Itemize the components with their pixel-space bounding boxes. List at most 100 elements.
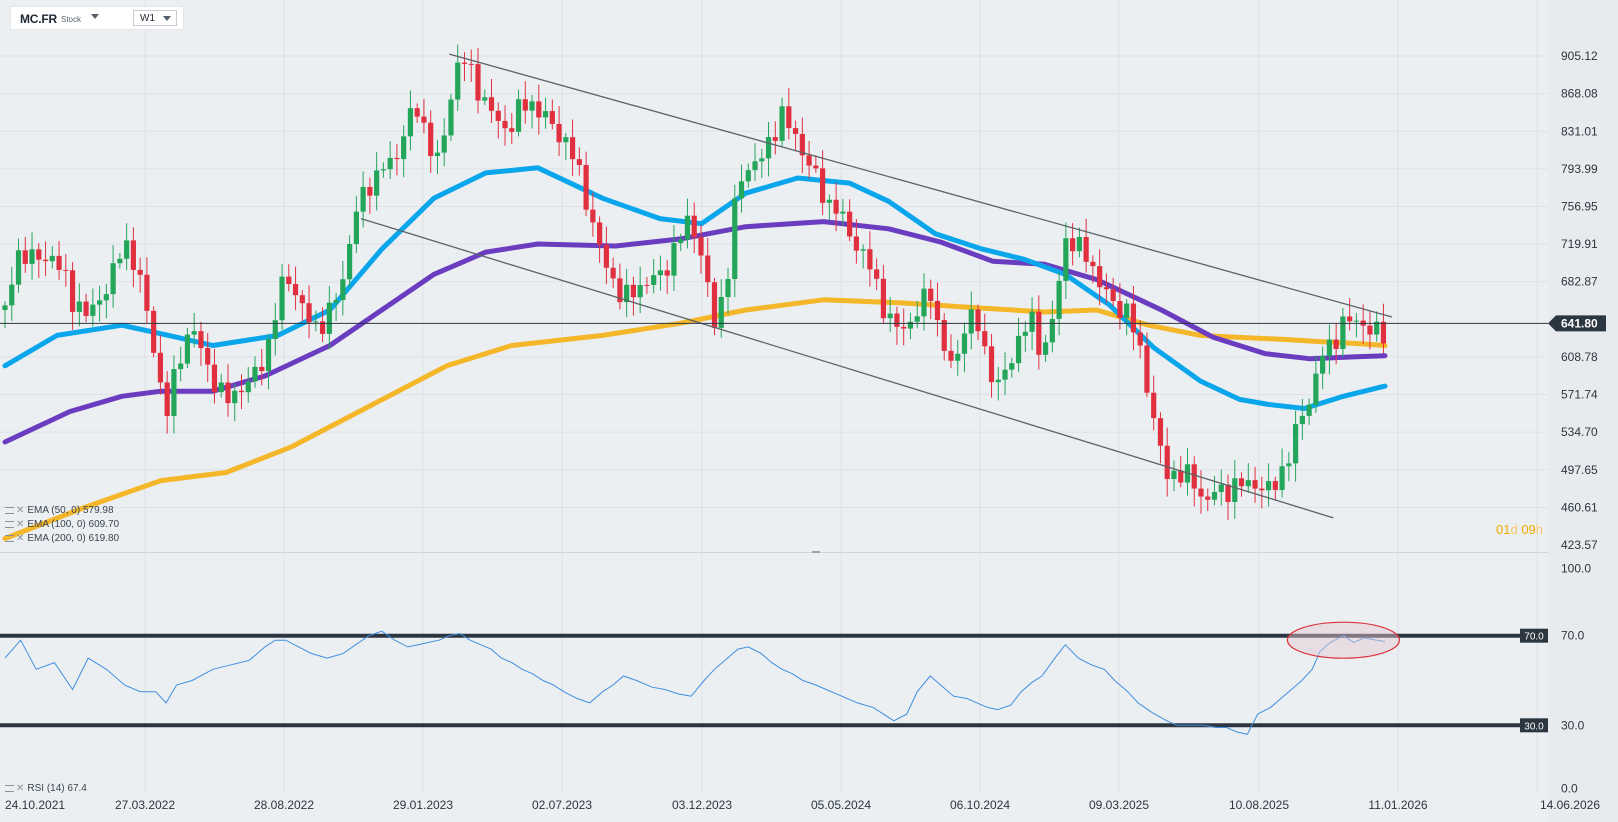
bull-candle — [887, 313, 893, 319]
rsi-level-tag — [1520, 628, 1548, 643]
price-tick-label: 571.74 — [1561, 388, 1598, 402]
bull-candle — [684, 215, 691, 240]
bull-candle — [759, 158, 765, 162]
bear-candle — [894, 313, 900, 327]
upper-channel-line — [449, 53, 1393, 318]
bull-candle — [326, 302, 332, 334]
price-tick-label: 460.61 — [1561, 500, 1598, 514]
bull-candle — [1042, 342, 1049, 355]
bull-candle — [387, 157, 393, 170]
bull-candle — [448, 99, 454, 136]
bull-candle — [110, 263, 116, 295]
bull-candle — [1002, 369, 1008, 380]
bull-candle — [1211, 491, 1218, 500]
bull-candle — [1056, 280, 1062, 319]
close-icon[interactable]: ✕ — [16, 505, 25, 516]
bull-candle — [441, 135, 447, 153]
bear-candle — [1164, 445, 1170, 480]
bull-candle — [340, 279, 346, 301]
close-icon[interactable]: ✕ — [16, 533, 25, 544]
bear-candle — [414, 108, 420, 117]
bull-candle — [434, 152, 441, 157]
legend-ema-200[interactable]: ✕ EMA (200, 0) 619.80 — [5, 533, 119, 544]
bear-candle — [880, 278, 887, 319]
bear-candle — [225, 382, 231, 404]
bear-candle — [522, 99, 528, 111]
bull-candle — [657, 270, 664, 276]
bull-candle — [49, 255, 55, 262]
bull-candle — [279, 276, 285, 321]
bull-candle — [1232, 478, 1238, 502]
bear-candle — [928, 288, 934, 301]
legend-ema-200-label: EMA (200, 0) 619.80 — [27, 533, 120, 544]
bull-candle — [907, 321, 914, 329]
bull-candle — [2, 305, 8, 310]
close-icon[interactable]: ✕ — [16, 783, 25, 794]
bear-candle — [833, 199, 839, 214]
settings-lines-icon[interactable] — [5, 520, 14, 528]
settings-lines-icon[interactable] — [5, 506, 14, 514]
bull-candle — [1374, 321, 1380, 335]
bear-candle — [42, 259, 49, 262]
plot-background — [0, 0, 1548, 822]
bear-candle — [1144, 345, 1150, 393]
bear-candle — [711, 282, 718, 328]
bear-candle — [867, 249, 873, 270]
price-axis-background — [1548, 0, 1618, 822]
bear-candle — [1130, 303, 1137, 333]
legend-ema-50[interactable]: ✕ EMA (50, 0) 579.98 — [5, 505, 114, 516]
bull-candle — [1063, 238, 1069, 281]
bear-candle — [1117, 300, 1123, 318]
bull-candle — [1218, 484, 1224, 492]
settings-lines-icon[interactable] — [5, 784, 14, 792]
bear-candle — [982, 331, 988, 347]
lower-channel-line — [360, 217, 1334, 519]
bear-candle — [1205, 496, 1211, 500]
legend-ema-50-label: EMA (50, 0) 579.98 — [27, 505, 114, 516]
close-icon[interactable]: ✕ — [16, 519, 25, 530]
bull-candle — [1326, 339, 1332, 357]
bear-candle — [1380, 321, 1387, 344]
timeframe-select[interactable]: W1 — [133, 10, 177, 26]
price-tick-label: 534.70 — [1561, 425, 1598, 439]
bear-candle — [475, 64, 481, 101]
bull-candle — [515, 99, 522, 132]
bear-candle — [901, 326, 907, 329]
rsi-overbought-highlight — [1286, 621, 1401, 659]
bull-candle — [955, 353, 961, 361]
bull-candle — [407, 108, 414, 137]
bull-candle — [860, 249, 866, 251]
bear-candle — [502, 120, 508, 129]
symbol-label[interactable]: MC.FR — [20, 12, 57, 26]
price-tick-label: 831.01 — [1561, 124, 1598, 138]
symbol-dropdown-caret-icon[interactable] — [91, 14, 99, 19]
bear-candle — [299, 295, 305, 304]
countdown-days: 01 — [1496, 522, 1511, 537]
bull-candle — [678, 239, 684, 244]
bull-candle — [732, 198, 738, 280]
legend-rsi[interactable]: ✕ RSI (14) 67.4 — [5, 783, 87, 794]
bear-candle — [1272, 481, 1278, 490]
bear-candle — [664, 270, 670, 276]
bull-candle — [725, 279, 731, 297]
rsi-panel: 70.0 30.0 — [0, 621, 1548, 735]
price-tick-label: 608.78 — [1561, 350, 1598, 364]
bear-candle — [428, 122, 434, 157]
bull-candle — [1049, 318, 1055, 343]
bull-candle — [995, 379, 1001, 383]
bear-candle — [1252, 480, 1258, 489]
bear-candle — [1198, 488, 1204, 497]
settings-lines-icon[interactable] — [5, 534, 14, 542]
bull-candle — [178, 363, 184, 370]
bear-candle — [705, 255, 711, 283]
date-tick-label: 29.01.2023 — [393, 798, 453, 812]
date-tick-label: 05.05.2024 — [811, 798, 871, 812]
price-tick-label: 423.57 — [1561, 538, 1598, 552]
legend-ema-100[interactable]: ✕ EMA (100, 0) 609.70 — [5, 519, 119, 530]
bear-candle — [151, 310, 157, 353]
bar-countdown: 01d 09h — [1496, 522, 1543, 537]
bear-candle — [495, 110, 501, 121]
bear-candle — [988, 346, 995, 383]
bull-candle — [1015, 335, 1022, 364]
rsi-tick-label: 0.0 — [1561, 782, 1578, 796]
